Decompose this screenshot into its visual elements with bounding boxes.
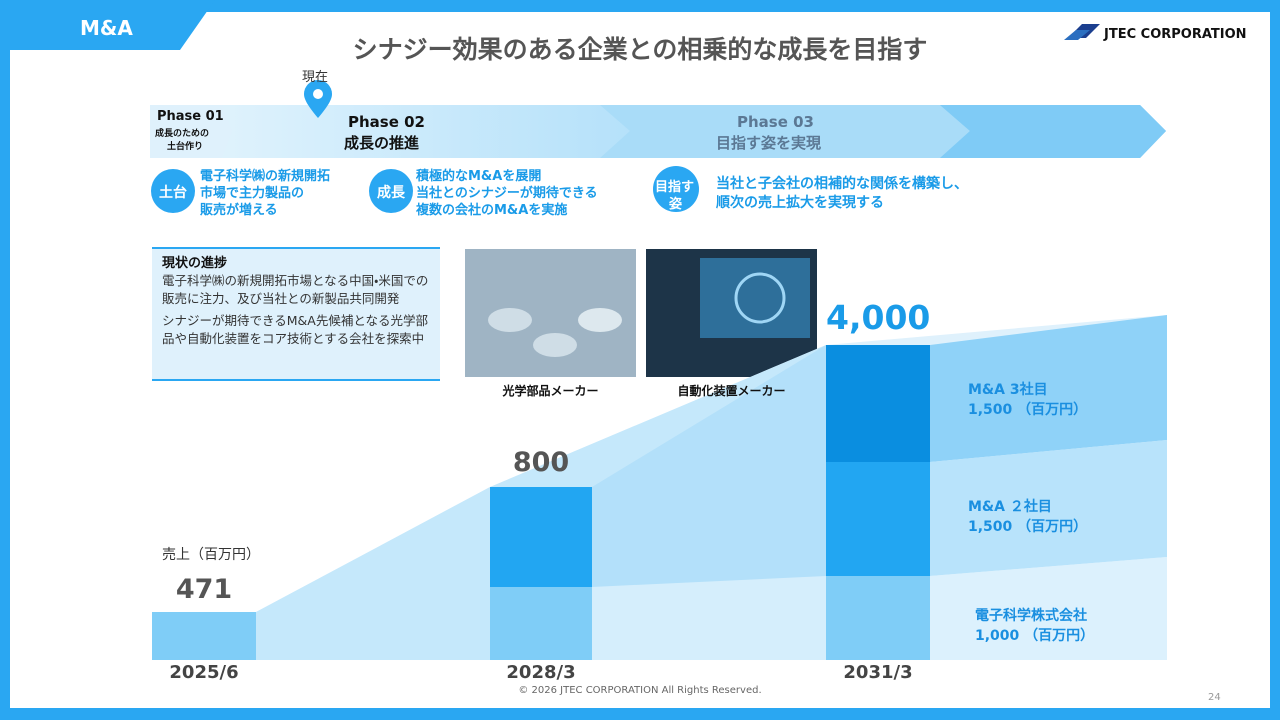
- slide-title: シナジー効果のある企業との相乗的な成長を目指す: [352, 35, 928, 64]
- segment-label: M&A ２社目 1,500 （百万円）: [968, 497, 1087, 537]
- line: 電子科学㈱の新規開拓: [200, 169, 331, 184]
- logo-mark: [1064, 30, 1090, 40]
- progress-text: 電子科学㈱の新規開拓市場となる中国・米国での販売に注力、及び当社との新製品共同開…: [162, 272, 436, 348]
- phase-label: Phase 03: [737, 113, 814, 131]
- phase-text: 土台作り: [167, 142, 204, 152]
- image-detail: [734, 272, 786, 324]
- period-label: 2031/3: [843, 662, 913, 683]
- image-detail: [488, 308, 532, 332]
- paragraph: シナジーが期待できるM&A先候補となる光学部品や自動化装置をコア技術とする会社を…: [162, 313, 428, 346]
- phase-label: Phase 02: [348, 113, 425, 131]
- line: 当社と子会社の相補的な関係を構築し、: [716, 176, 968, 192]
- badge: [151, 169, 195, 213]
- section-tab: [0, 0, 215, 50]
- line: 市場で主力製品の: [200, 186, 305, 201]
- phase-label: Phase 01: [157, 109, 224, 124]
- phase-arrow: [940, 105, 1166, 158]
- badge-text: 姿: [669, 197, 683, 212]
- segment-name: M&A 3社目: [968, 382, 1048, 398]
- segment-band: [930, 315, 1167, 462]
- badge: [653, 166, 699, 212]
- marker-label: 現在: [302, 70, 329, 85]
- total-label: 4,000: [826, 298, 931, 337]
- segment-name: 電子科学株式会社: [975, 608, 1087, 624]
- badge-text: 成長: [377, 185, 405, 201]
- phase-text: 成長のための: [155, 129, 210, 139]
- badge-text: 土台: [159, 185, 187, 201]
- line: 販売が増える: [200, 203, 278, 218]
- period-label: 2025/6: [169, 662, 239, 683]
- total-label: 471: [175, 574, 233, 605]
- bar: [826, 462, 930, 576]
- copyright: © 2026 JTEC CORPORATION All Rights Reser…: [518, 685, 762, 696]
- line: 順次の売上拡大を実現する: [716, 195, 884, 211]
- segment-value: 1,000 （百万円）: [975, 628, 1095, 644]
- logo: JTEC CORPORATION: [1104, 27, 1247, 42]
- bar: [826, 576, 930, 660]
- unit-label: 売上（百万円）: [162, 547, 260, 563]
- chart-fan: [592, 576, 826, 660]
- period-label: 2028/3: [506, 662, 576, 683]
- page-number: 24: [1208, 692, 1221, 703]
- image-detail: [533, 333, 577, 357]
- bar: [490, 587, 592, 660]
- segment-value: 1,500 （百万円）: [968, 402, 1088, 418]
- segment-value: 1,500 （百万円）: [968, 519, 1088, 535]
- bar: [490, 487, 592, 587]
- section-label: M&A: [80, 16, 133, 40]
- strategy-text: 電子科学㈱の新規開拓 市場で主力製品の 販売が増える: [200, 168, 330, 219]
- bar: [826, 345, 930, 462]
- segment-band: [930, 557, 1167, 660]
- image-detail: [700, 258, 810, 338]
- marker-pin-dot: [313, 89, 323, 99]
- segment-name: M&A ２社目: [968, 499, 1052, 515]
- image-caption: 自動化装置メーカー: [677, 384, 786, 398]
- line: 複数の会社のM&Aを実施: [416, 203, 568, 218]
- phase-arrow: [150, 105, 232, 158]
- phase-text: 目指す姿を実現: [716, 134, 822, 152]
- strategy-text: 当社と子会社の相補的な関係を構築し、 順次の売上拡大を実現する: [716, 175, 968, 213]
- segment-band: [930, 440, 1167, 576]
- segment-label: 電子科学株式会社 1,000 （百万円）: [975, 606, 1094, 646]
- line: 積極的なM&Aを展開: [416, 169, 542, 184]
- badge: [369, 169, 413, 213]
- phase-arrow: [600, 105, 970, 158]
- total-label: 800: [512, 447, 570, 478]
- bar: [152, 612, 256, 660]
- badge-text: 目指す: [655, 180, 695, 195]
- progress-title: 現状の進捗: [162, 256, 228, 271]
- image-caption: 光学部品メーカー: [502, 384, 599, 398]
- line: 当社とのシナジーが期待できる: [416, 186, 598, 201]
- image-detail: [578, 308, 622, 332]
- paragraph: 電子科学㈱の新規開拓市場となる中国・米国での販売に注力、及び当社との新製品共同開…: [162, 273, 429, 306]
- progress-box: [152, 248, 440, 380]
- strategy-text: 積極的なM&Aを展開 当社とのシナジーが期待できる 複数の会社のM&Aを実施: [416, 168, 598, 219]
- phase-text: 成長の推進: [344, 134, 420, 152]
- segment-label: M&A 3社目 1,500 （百万円）: [968, 380, 1087, 420]
